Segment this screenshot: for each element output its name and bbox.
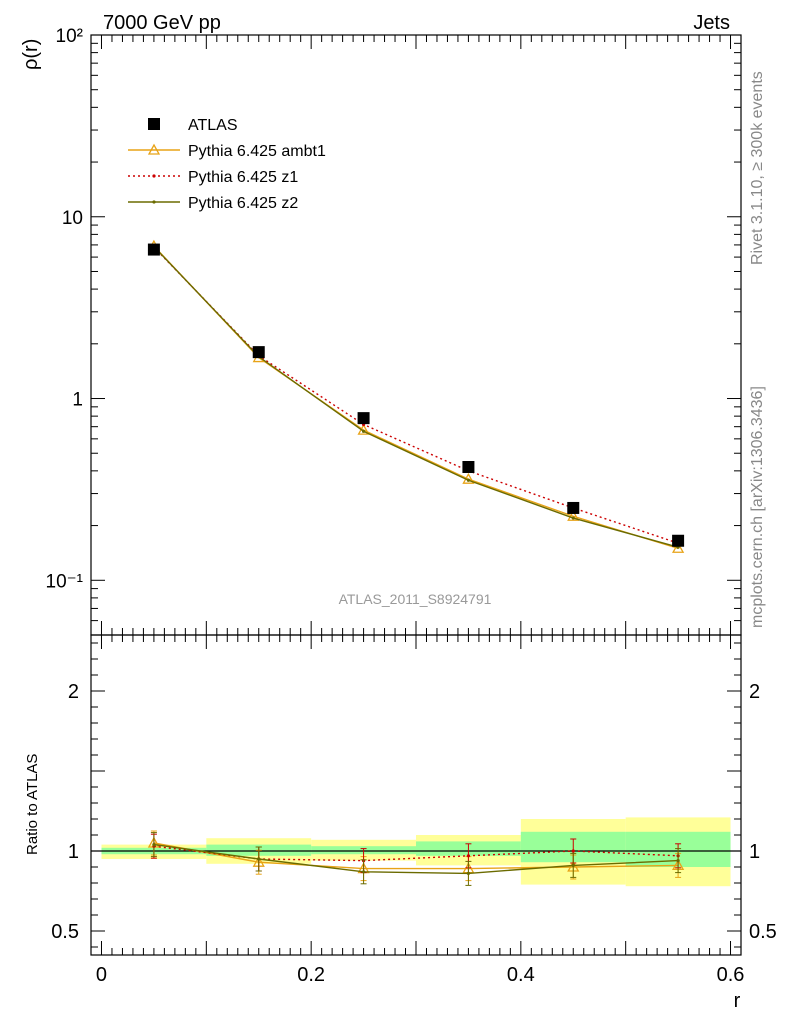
process-label: Jets — [693, 12, 730, 34]
ratio-series-point — [571, 863, 575, 868]
x-tick-label: 0.4 — [507, 964, 535, 986]
series-point — [361, 429, 366, 433]
legend-marker — [152, 174, 156, 178]
y-tick-label: 10² — [56, 26, 83, 47]
ratio-series-point — [361, 870, 366, 874]
series-point — [571, 516, 575, 520]
data-point — [567, 501, 580, 514]
legend-label: Pythia 6.425 z1 — [188, 169, 298, 186]
mcplots-label: mcplots.cern.ch [arXiv:1306.3436] — [749, 386, 766, 628]
ratio-series-point — [466, 871, 471, 876]
data-point — [147, 243, 160, 256]
data-point — [252, 346, 265, 359]
x-tick-label: 0 — [96, 964, 107, 986]
legend-label: ATLAS — [188, 117, 238, 134]
ratio-frame — [90, 634, 742, 956]
series-point — [671, 541, 685, 553]
main-y-axis-label: ρ(r) — [20, 39, 42, 70]
ratio-panel: 0 0.2 0.4 0.60.5 0.51 12 2 — [51, 634, 777, 986]
series-point — [567, 509, 580, 521]
ratio-series-point — [466, 854, 471, 858]
y-tick-label: 10 — [62, 208, 83, 229]
ratio-y-axis-label: Ratio to ATLAS — [24, 754, 41, 855]
ratio-series-point — [676, 859, 680, 863]
series-line — [153, 246, 679, 548]
ratio-series-point — [257, 857, 261, 861]
legend-label: Pythia 6.425 z2 — [188, 195, 298, 212]
y-tick-label-right: 1 — [749, 841, 760, 863]
y-tick-label-right: 0.5 — [749, 921, 777, 943]
x-tick-label: 0.6 — [717, 964, 745, 986]
beam-label: 7000 GeV pp — [103, 12, 221, 34]
analysis-label: ATLAS_2011_S8924791 — [339, 591, 492, 607]
legend: ATLAS Pythia 6.425 ambt1 Pythia 6.425 z1 Py… — [128, 117, 326, 212]
legend-label: Pythia 6.425 ambt1 — [188, 143, 326, 160]
y-tick-label: 1 — [72, 390, 83, 411]
y-tick-label: 2 — [68, 681, 79, 703]
x-tick-label: 0.2 — [297, 964, 325, 986]
y-tick-label: 1 — [68, 841, 79, 863]
ratio-series-point — [571, 849, 575, 853]
main-panel: 10⁻¹ 1 10 10² — [46, 26, 742, 636]
legend-marker-atlas — [148, 118, 160, 130]
data-point — [357, 412, 370, 425]
ratio-series-point — [152, 843, 156, 847]
y-tick-label-right: 2 — [749, 681, 760, 703]
ratio-series-line — [153, 843, 679, 875]
legend-marker — [147, 143, 161, 155]
y-tick-label: 0.5 — [51, 921, 79, 943]
series-point — [466, 478, 471, 482]
data-point — [462, 461, 475, 474]
rivet-label: Rivet 3.1.10, ≥ 300k events — [749, 71, 766, 265]
x-axis-label: r — [734, 990, 741, 1012]
ratio-series-line — [153, 842, 679, 870]
y-tick-label: 10⁻¹ — [46, 571, 84, 592]
series-line — [153, 246, 679, 544]
legend-marker — [152, 200, 156, 204]
data-point — [672, 534, 685, 547]
series-line — [153, 245, 679, 549]
